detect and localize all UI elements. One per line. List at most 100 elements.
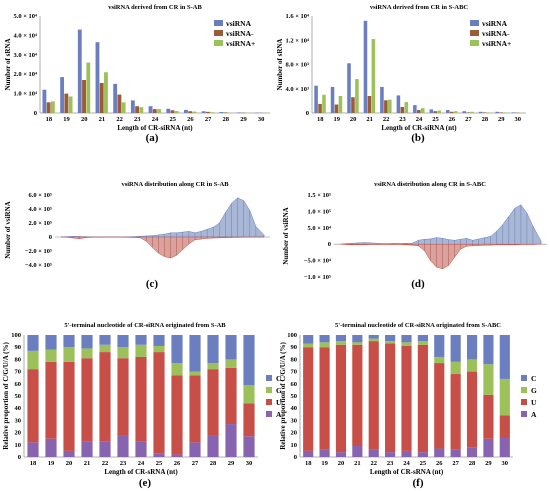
y-tick-label-2-0: −4.0 × 10⁵ xyxy=(25,262,52,269)
legend-swatch-5-1 xyxy=(521,387,527,393)
x-tick-label-5-9: 27 xyxy=(452,460,459,467)
y-tick-label-4-6: 60 xyxy=(15,381,22,388)
panel-title-3: vsiRNA distribution along CR in S-ABC xyxy=(374,181,486,188)
y-tick-label-0-2: 2.0 × 10⁴ xyxy=(13,71,37,78)
x-tick-label-4-4: 22 xyxy=(102,460,109,467)
bar-0-vsiRNA+-19 xyxy=(68,96,73,113)
bar-1-vsiRNA+-19 xyxy=(338,96,343,113)
x-tick-label-5-11: 29 xyxy=(485,460,492,467)
bar-segment-4-U-23 xyxy=(117,358,129,436)
y-tick-label-5-10: 100 xyxy=(287,332,297,339)
x-tick-label-0-0: 18 xyxy=(46,116,53,123)
legend-label-0-1: vsiRNA- xyxy=(226,29,254,38)
x-tick-label-4-2: 20 xyxy=(66,460,73,467)
bar-segment-4-C-22 xyxy=(99,335,111,345)
bar-segment-5-A-29 xyxy=(483,438,494,457)
bar-segment-5-U-22 xyxy=(368,341,379,450)
y-tick-label-4-10: 100 xyxy=(11,332,21,339)
bar-segment-4-C-27 xyxy=(189,335,201,372)
bar-1-vsiRNA+-28 xyxy=(486,112,491,113)
bar-segment-4-U-20 xyxy=(63,361,75,451)
bar-0-vsiRNA-23 xyxy=(130,100,135,113)
legend-label-5-1: G xyxy=(531,386,537,395)
x-tick-label-0-9: 27 xyxy=(205,116,212,123)
bar-segment-5-U-26 xyxy=(434,363,445,449)
bar-0-vsiRNA-27 xyxy=(201,111,206,113)
bar-0-vsiRNA+-23 xyxy=(139,107,144,113)
legend-swatch-1-0 xyxy=(470,20,479,26)
x-tick-label-0-7: 25 xyxy=(169,116,176,123)
bar-segment-5-A-25 xyxy=(417,452,428,457)
bar-segment-5-G-25 xyxy=(417,341,428,345)
y-tick-label-3-2: 0 xyxy=(328,241,331,248)
bar-0-vsiRNA--22 xyxy=(117,94,122,113)
x-tick-label-4-10: 28 xyxy=(210,460,217,467)
x-tick-label-0-6: 24 xyxy=(152,116,159,123)
x-tick-label-1-2: 20 xyxy=(350,116,357,123)
bar-1-vsiRNA+-29 xyxy=(503,112,507,113)
bar-1-vsiRNA-20 xyxy=(347,63,351,113)
bar-segment-4-C-24 xyxy=(135,335,147,345)
x-axis-label-1: Length of CR-siRNA (nt) xyxy=(381,124,457,132)
bar-segment-5-G-23 xyxy=(385,341,396,344)
panel-title-2: vsiRNA distribution along CR in S-AB xyxy=(121,181,229,188)
bar-segment-4-A-22 xyxy=(99,441,111,457)
bar-1-vsiRNA-21 xyxy=(363,20,368,114)
x-tick-label-4-8: 26 xyxy=(174,460,181,467)
bar-1-vsiRNA-19 xyxy=(330,86,335,113)
panel-letter-4: (e) xyxy=(139,477,152,489)
bar-segment-4-U-25 xyxy=(153,352,165,454)
bar-segment-4-A-27 xyxy=(189,442,201,457)
y-axis-label-3: Number of vsiRNA xyxy=(282,207,290,264)
bar-0-vsiRNA-19 xyxy=(60,77,65,113)
bar-0-vsiRNA--26 xyxy=(188,111,193,113)
legend-label-5-3: A xyxy=(531,410,537,419)
bar-1-vsiRNA+-27 xyxy=(470,111,474,113)
x-tick-label-4-6: 24 xyxy=(138,460,145,467)
y-tick-label-0-3: 3.0 × 10⁴ xyxy=(13,52,37,59)
y-tick-label-2-1: −2.0 × 10⁵ xyxy=(25,248,52,255)
bar-0-vsiRNA--18 xyxy=(46,102,51,113)
x-tick-label-5-0: 18 xyxy=(305,460,312,467)
bar-segment-4-A-29 xyxy=(225,424,237,457)
bar-1-vsiRNA--28 xyxy=(482,112,487,113)
y-tick-label-5-1: 10 xyxy=(291,442,298,449)
y-tick-label-4-0: 0 xyxy=(18,454,21,461)
y-tick-label-4-5: 50 xyxy=(15,393,22,400)
bar-segment-5-C-28 xyxy=(466,335,478,360)
bar-1-vsiRNA--22 xyxy=(384,100,388,113)
bar-segment-4-G-18 xyxy=(27,350,39,370)
bar-segment-5-G-27 xyxy=(450,361,461,375)
bar-segment-5-C-24 xyxy=(401,335,412,343)
bar-1-vsiRNA--23 xyxy=(400,106,405,113)
y-tick-label-4-2: 20 xyxy=(15,430,22,437)
bar-segment-5-A-24 xyxy=(401,450,412,457)
bar-segment-5-C-25 xyxy=(417,335,428,342)
y-tick-label-5-6: 60 xyxy=(291,381,298,388)
bar-segment-4-C-21 xyxy=(81,335,93,349)
bar-segment-5-C-20 xyxy=(335,335,347,342)
bar-segment-4-U-28 xyxy=(207,369,219,436)
bar-segment-5-G-18 xyxy=(303,343,314,348)
bar-1-vsiRNA--27 xyxy=(466,112,470,113)
legend-swatch-4-0 xyxy=(266,375,272,381)
bar-segment-4-U-30 xyxy=(243,403,255,437)
bar-0-vsiRNA+-20 xyxy=(86,62,91,113)
bar-segment-5-C-30 xyxy=(499,335,510,379)
bar-segment-4-G-22 xyxy=(99,344,111,353)
bar-segment-5-A-23 xyxy=(385,452,396,457)
y-tick-label-5-4: 40 xyxy=(291,405,298,412)
legend-swatch-0-0 xyxy=(214,20,223,26)
bar-segment-4-A-19 xyxy=(45,438,57,457)
bar-1-vsiRNA--20 xyxy=(351,97,355,113)
x-tick-label-0-1: 19 xyxy=(63,116,70,123)
bar-segment-4-C-20 xyxy=(63,335,75,348)
x-tick-label-4-0: 18 xyxy=(30,460,37,467)
bar-segment-4-G-27 xyxy=(189,371,201,376)
y-tick-label-5-7: 70 xyxy=(291,369,298,376)
y-tick-label-4-9: 90 xyxy=(15,344,22,351)
bar-segment-5-A-19 xyxy=(319,449,330,457)
bar-1-vsiRNA+-18 xyxy=(322,94,326,113)
bar-0-vsiRNA+-21 xyxy=(104,72,108,113)
legend-label-4-0: C xyxy=(276,374,281,383)
